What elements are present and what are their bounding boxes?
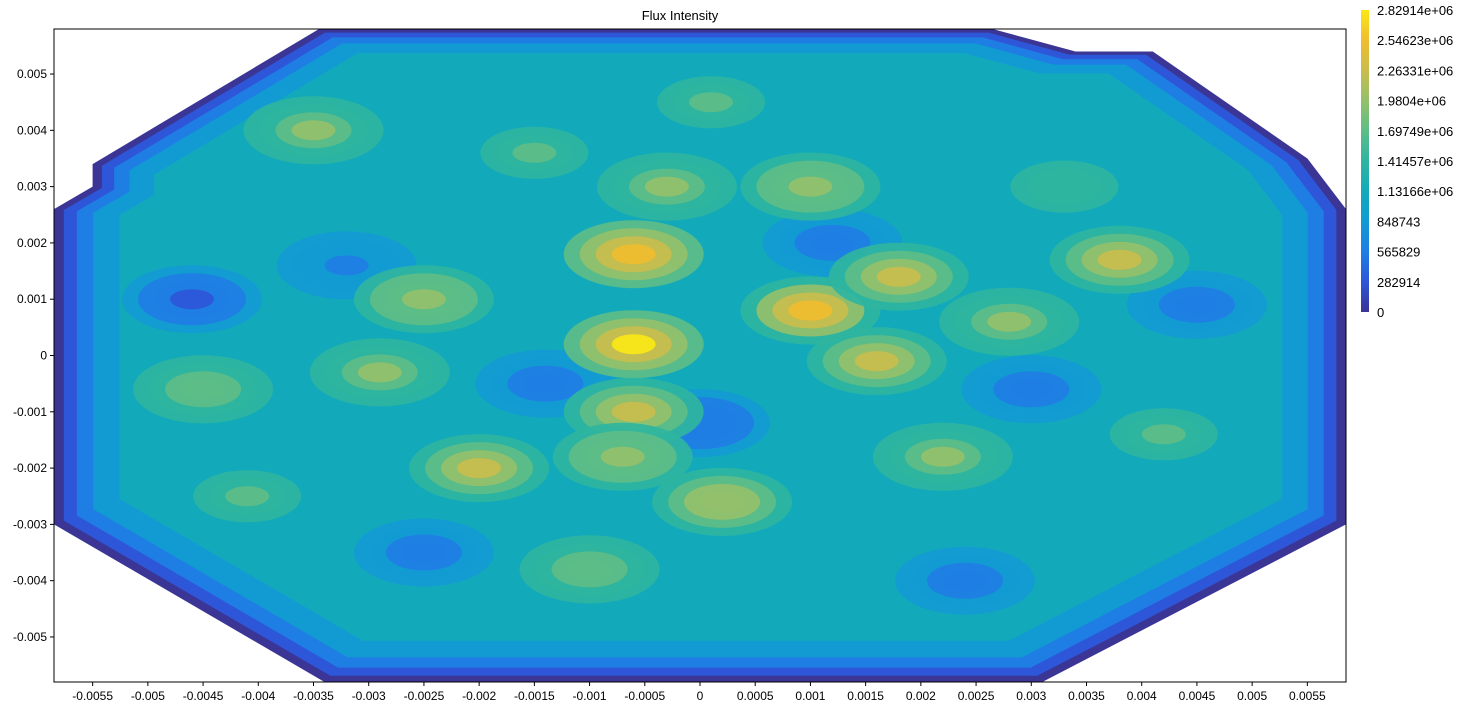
x-tick-label: -0.002 <box>462 689 496 703</box>
y-tick-label: -0.004 <box>13 574 47 588</box>
hotspot-contour <box>1141 424 1186 445</box>
colorbar-label: 2.82914e+06 <box>1377 3 1453 18</box>
x-tick-label: -0.004 <box>241 689 275 703</box>
x-tick-label: -0.0015 <box>514 689 555 703</box>
hotspot-contour <box>854 351 899 372</box>
colorbar-label: 282914 <box>1377 275 1420 290</box>
colorbar-label: 1.41457e+06 <box>1377 154 1453 169</box>
colorbar-label: 2.26331e+06 <box>1377 63 1453 78</box>
colorbar-label: 2.54623e+06 <box>1377 33 1453 48</box>
colorbar-label: 1.13166e+06 <box>1377 184 1453 199</box>
hotspot-contour <box>644 176 689 197</box>
hotspot-contour <box>512 142 557 163</box>
hotspot-contour <box>611 244 656 265</box>
coldspot-contour <box>810 232 855 253</box>
contour-blobs <box>122 68 1267 615</box>
x-tick-label: 0.0025 <box>958 689 995 703</box>
hotspot-contour <box>987 311 1032 332</box>
x-tick-label: 0.002 <box>906 689 936 703</box>
colorbar-label: 848743 <box>1377 214 1420 229</box>
x-tick-label: 0.0055 <box>1289 689 1326 703</box>
x-tick-label: -0.005 <box>131 689 165 703</box>
colorbar-label: 1.69749e+06 <box>1377 124 1453 139</box>
hotspot-contour <box>689 92 733 113</box>
coldspot-contour <box>523 373 568 394</box>
x-tick-label: 0.0015 <box>847 689 884 703</box>
hotspot-contour <box>788 300 833 321</box>
hotspot-contour <box>611 334 656 355</box>
x-tick-label: 0.0005 <box>737 689 774 703</box>
hotspot-contour <box>920 446 965 467</box>
coldspot-contour <box>170 289 214 310</box>
x-tick-label: -0.0005 <box>624 689 665 703</box>
colorbar: 2.82914e+06 2.54623e+06 2.26331e+06 1.9804e… <box>1361 3 1453 320</box>
x-tick-label: -0.0025 <box>404 689 445 703</box>
y-tick-label: 0.002 <box>17 236 47 250</box>
hotspot-contour <box>700 491 745 512</box>
coldspot-contour <box>1009 379 1054 400</box>
hotspot-contour <box>225 486 270 507</box>
x-tick-label: 0 <box>697 689 704 703</box>
y-tick-label: 0.001 <box>17 292 47 306</box>
hotspot-contour <box>457 458 502 479</box>
x-tick-label: -0.0055 <box>72 689 113 703</box>
hotspot-contour <box>357 362 402 383</box>
coldspot-contour <box>401 542 446 563</box>
y-tick-label: -0.005 <box>13 630 47 644</box>
x-tick-label: -0.0035 <box>293 689 334 703</box>
x-tick-label: 0.001 <box>795 689 825 703</box>
y-tick-label: 0 <box>40 349 47 363</box>
chart-title: Flux Intensity <box>642 8 719 23</box>
hotspot-contour <box>788 176 833 197</box>
hotspot-contour <box>401 289 446 310</box>
x-axis: -0.0055 -0.005 -0.0045 -0.004 -0.0035 -0.003 -… <box>72 682 1326 703</box>
y-axis: 0.005 0.004 0.003 0.002 0.001 0 -0.001 -0.002 -0… <box>13 67 54 644</box>
x-tick-label: 0.004 <box>1127 689 1157 703</box>
hotspot-contour <box>1097 249 1142 270</box>
hotspot-contour <box>876 266 921 287</box>
x-tick-label: 0.005 <box>1237 689 1267 703</box>
colorbar-label: 0 <box>1377 305 1384 320</box>
x-tick-label: -0.001 <box>573 689 607 703</box>
y-tick-label: 0.003 <box>17 180 47 194</box>
coldspot-contour <box>943 570 987 591</box>
hotspot-contour <box>567 559 612 580</box>
x-tick-label: 0.003 <box>1016 689 1046 703</box>
x-tick-label: -0.0045 <box>183 689 224 703</box>
hotspot-contour <box>600 446 645 467</box>
colorbar-label: 565829 <box>1377 245 1420 260</box>
coldspot-contour <box>324 255 369 276</box>
x-tick-label: -0.003 <box>352 689 386 703</box>
y-tick-label: -0.002 <box>13 461 47 475</box>
x-tick-label: 0.0035 <box>1068 689 1105 703</box>
hotspot-contour <box>1042 176 1087 197</box>
y-tick-label: -0.003 <box>13 517 47 531</box>
hotspot-contour <box>291 120 336 141</box>
hotspot-contour <box>611 401 656 422</box>
y-tick-label: 0.004 <box>17 123 47 137</box>
y-tick-label: -0.001 <box>13 405 47 419</box>
colorbar-label: 1.9804e+06 <box>1377 94 1446 109</box>
y-tick-label: 0.005 <box>17 67 47 81</box>
colorbar-scale <box>1361 10 1369 312</box>
hotspot-contour <box>181 379 226 400</box>
x-tick-label: 0.0045 <box>1179 689 1216 703</box>
coldspot-contour <box>1174 294 1219 315</box>
plot-area <box>54 29 1346 682</box>
